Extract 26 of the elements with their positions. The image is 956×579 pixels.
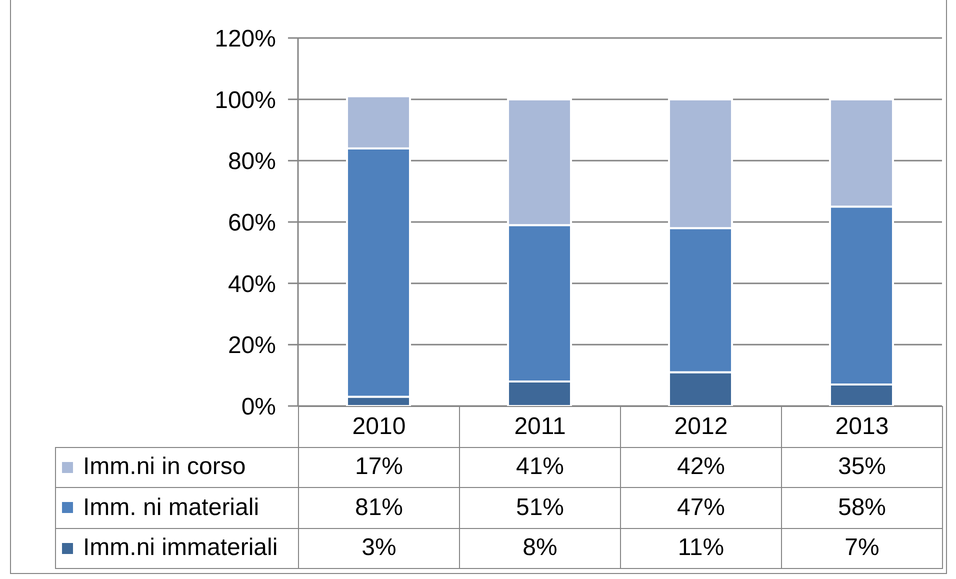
x-tick-label: 2013 (781, 406, 943, 448)
y-tick-label: 120% (214, 26, 276, 53)
y-tick-label: 40% (228, 270, 276, 298)
y-tick-label: 100% (214, 86, 276, 114)
x-tick-label: 2012 (620, 406, 782, 448)
legend-label: Imm.ni in corso (83, 453, 246, 482)
data-label: 35% (781, 446, 943, 488)
data-label: 81% (298, 487, 460, 528)
x-tick-label: 2011 (459, 406, 621, 448)
data-label: 42% (620, 446, 782, 488)
data-label: 8% (459, 528, 621, 569)
data-label: 51% (459, 487, 621, 528)
legend-label: Imm. ni materiali (83, 494, 260, 522)
data-label: 3% (298, 528, 460, 569)
data-label: 47% (620, 487, 782, 528)
data-label: 7% (781, 528, 943, 569)
y-tick-label: 0% (241, 394, 276, 421)
data-label: 41% (459, 446, 621, 488)
data-label: 11% (620, 528, 782, 569)
y-tick-label: 60% (228, 210, 276, 237)
y-tick-label: 80% (228, 148, 276, 176)
data-label: 58% (781, 487, 943, 528)
legend-label: Imm.ni immateriali (83, 534, 278, 562)
data-label: 17% (298, 446, 460, 488)
y-tick-label: 20% (228, 332, 276, 360)
x-tick-label: 2010 (298, 406, 460, 448)
